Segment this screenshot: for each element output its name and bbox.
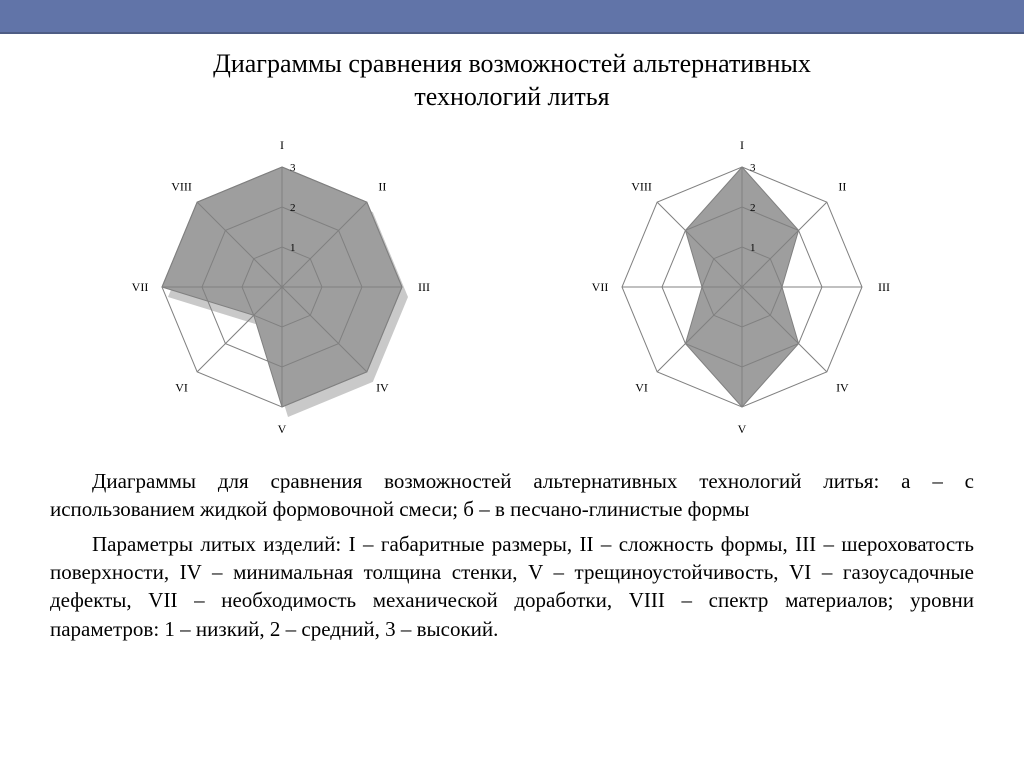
radar-chart-a: IIIIIIIVVVIVIIVIII123 — [82, 117, 482, 457]
charts-row: IIIIIIIVVVIVIIVIII123 IIIIIIIVVVIVIIVIII… — [50, 117, 974, 457]
radar-axis-label: VIII — [171, 180, 192, 194]
radar-axis-label: VI — [635, 380, 648, 394]
radar-axis-label: V — [738, 422, 747, 436]
radar-axis-label: III — [878, 280, 890, 294]
radar-level-label: 3 — [290, 162, 296, 174]
header-bar — [0, 0, 1024, 34]
radar-axis-label: III — [418, 280, 430, 294]
radar-axis-label: VII — [592, 280, 609, 294]
radar-level-label: 2 — [290, 202, 296, 214]
radar-axis-label: VII — [132, 280, 149, 294]
caption-paragraph-1: Диаграммы для сравнения возможностей аль… — [50, 467, 974, 524]
radar-axis-label: I — [280, 138, 284, 152]
page-content: Диаграммы сравнения возможностей альтерн… — [0, 34, 1024, 643]
radar-axis-label: IV — [376, 380, 389, 394]
radar-chart-b: IIIIIIIVVVIVIIVIII123 — [542, 117, 942, 457]
radar-axis-label: I — [740, 138, 744, 152]
radar-axis-label: V — [278, 422, 287, 436]
radar-axis-label: VIII — [631, 180, 652, 194]
page-title: Диаграммы сравнения возможностей альтерн… — [50, 48, 974, 113]
radar-axis-label: II — [838, 180, 846, 194]
radar-level-label: 2 — [750, 202, 756, 214]
radar-svg-b: IIIIIIIVVVIVIIVIII123 — [542, 117, 942, 457]
radar-level-label: 1 — [290, 242, 296, 254]
radar-axis-label: II — [378, 180, 386, 194]
radar-axis-label: IV — [836, 380, 849, 394]
radar-level-label: 3 — [750, 162, 756, 174]
caption-paragraph-2: Параметры литых изделий: I – габаритные … — [50, 530, 974, 643]
radar-svg-a: IIIIIIIVVVIVIIVIII123 — [82, 117, 482, 457]
radar-axis-label: VI — [175, 380, 188, 394]
radar-level-label: 1 — [750, 242, 756, 254]
title-line-1: Диаграммы сравнения возможностей альтерн… — [213, 49, 811, 78]
title-line-2: технологий литья — [414, 82, 609, 111]
